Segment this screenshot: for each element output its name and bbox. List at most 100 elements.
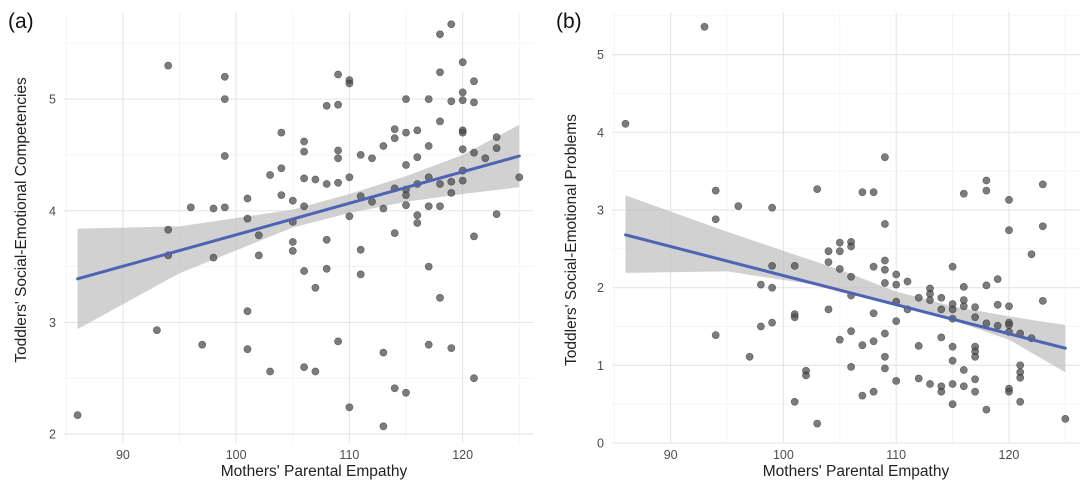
panel-a-data-point (300, 363, 308, 371)
panel-b-data-point (835, 247, 844, 256)
panel-a-data-point (402, 201, 410, 210)
panel-b-data-point (824, 258, 833, 266)
panel-a-data-point (481, 154, 490, 163)
panel-b-data-point (790, 313, 799, 322)
panel-a-data-point (436, 293, 444, 302)
panel-a-data-point (447, 177, 456, 186)
panel-a-x-tick-label: 110 (339, 448, 359, 462)
panel-b-data-point (869, 188, 878, 197)
panel-a-y-tick-label: 3 (49, 316, 56, 330)
panel-b-data-point (914, 374, 923, 383)
panel-a-data-point (334, 154, 342, 163)
panel-b-data-point (711, 215, 720, 224)
panel-a-data-point (356, 245, 365, 254)
panel-a-data-point (311, 367, 320, 376)
panel-b-data-point (858, 341, 867, 350)
panel-a-data-point (390, 125, 399, 134)
panel-a-data-point (220, 203, 229, 212)
panel-a-data-point (424, 142, 433, 150)
panel-b-regression-line (624, 233, 1067, 350)
panel-b-data-point (914, 341, 923, 350)
panel-b-x-tick-label: 110 (886, 448, 906, 462)
panel-a-data-point (424, 202, 433, 211)
panel-a-data-point (277, 164, 286, 173)
panel-b-data-point (937, 305, 946, 314)
panel-b-data-point (959, 282, 968, 291)
panel-a-label: (a) (8, 10, 34, 33)
panel-a-data-point (209, 204, 218, 213)
panel-a-data-point (470, 148, 478, 157)
panel-b-data-point (1005, 226, 1013, 235)
panel-a-data-point (345, 173, 354, 182)
panel-a-data-point (402, 95, 410, 103)
panel-a-data-point (379, 422, 388, 431)
panel-a-y-tick-label: 4 (49, 204, 56, 218)
panel-a-x-tick-label: 100 (226, 448, 247, 462)
panel-b-data-point (869, 337, 878, 346)
panel-a-data-point (300, 137, 308, 146)
panel-b-data-point (982, 281, 991, 290)
panel-a-data-point (311, 283, 320, 292)
panel-b-data-point (757, 280, 765, 289)
panel-a-data-point (447, 97, 456, 106)
panel-a-data-point (379, 142, 388, 150)
panel-b-data-point (734, 202, 743, 210)
panel-b-data-point (959, 366, 968, 374)
panel-a-data-point (322, 101, 331, 110)
panel-b-y-tick-label: 3 (597, 204, 604, 218)
panel-b-label: (b) (556, 10, 582, 33)
panel-a-data-point (198, 340, 207, 349)
panel-a-data-point (356, 150, 365, 159)
panel-a-data-point (254, 251, 263, 260)
panel-a-data-point (164, 225, 173, 234)
panel-b-data-point (1005, 387, 1013, 396)
panel-a-data-point (413, 126, 422, 135)
panel-b-data-point (835, 335, 844, 344)
panel-b-confidence-band (625, 195, 1066, 373)
panel-a-data-point (436, 30, 444, 39)
panel-b-data-point (881, 352, 889, 361)
panel-b-data-point (881, 329, 889, 338)
panel-b-data-point (745, 352, 754, 361)
panel-b-data-point (1027, 250, 1036, 259)
panel-a-data-point (424, 95, 433, 103)
panel-b-data-point (959, 302, 968, 311)
panel-a-data-point (300, 174, 308, 183)
panel-b-data-point (948, 380, 957, 388)
panel-a-data-point (458, 176, 467, 185)
panel-b-data-point (869, 309, 878, 318)
panel-b-data-point (903, 277, 912, 286)
panel-a-data-point (334, 70, 342, 79)
panel-b-data-point (768, 318, 776, 327)
panel-b-data-point (881, 279, 889, 287)
panel-a-data-point (447, 20, 456, 29)
panel-b-data-point (1005, 321, 1013, 329)
panel-b-data-point (959, 189, 968, 198)
panel-a-data-point (277, 128, 286, 137)
panel-b-y-tick-label: 2 (597, 281, 604, 295)
panel-a-data-point (277, 191, 286, 199)
panel-a-data-point (300, 147, 308, 156)
panel-b-data-point (993, 300, 1002, 309)
panel-b-data-point (982, 405, 991, 414)
panel-b-data-point (858, 391, 867, 400)
panel-b-data-point (768, 283, 776, 292)
panel-a-x-tick-label: 90 (116, 448, 130, 462)
panel-a-data-point (152, 326, 161, 335)
panel-b-data-point (993, 275, 1002, 283)
panel-b-data-point (937, 333, 946, 342)
panel-b-data-point (881, 153, 889, 162)
panel-b-x-tick-label: 90 (664, 448, 678, 462)
panel-a-data-point (322, 235, 331, 244)
panel-b-data-point (1016, 397, 1025, 406)
panel-b-data-point (892, 280, 901, 289)
panel-a-data-point (300, 267, 308, 275)
panel-a-data-point (164, 61, 173, 70)
panel-b-data-point (700, 22, 709, 31)
panel-b-data-point (813, 185, 822, 193)
panel-b-data-point (881, 256, 889, 265)
panel-b-data-point (971, 375, 979, 384)
panel-b-data-point (914, 293, 923, 302)
panel-a-data-point (288, 238, 297, 246)
panel-a-data-point (458, 88, 467, 97)
